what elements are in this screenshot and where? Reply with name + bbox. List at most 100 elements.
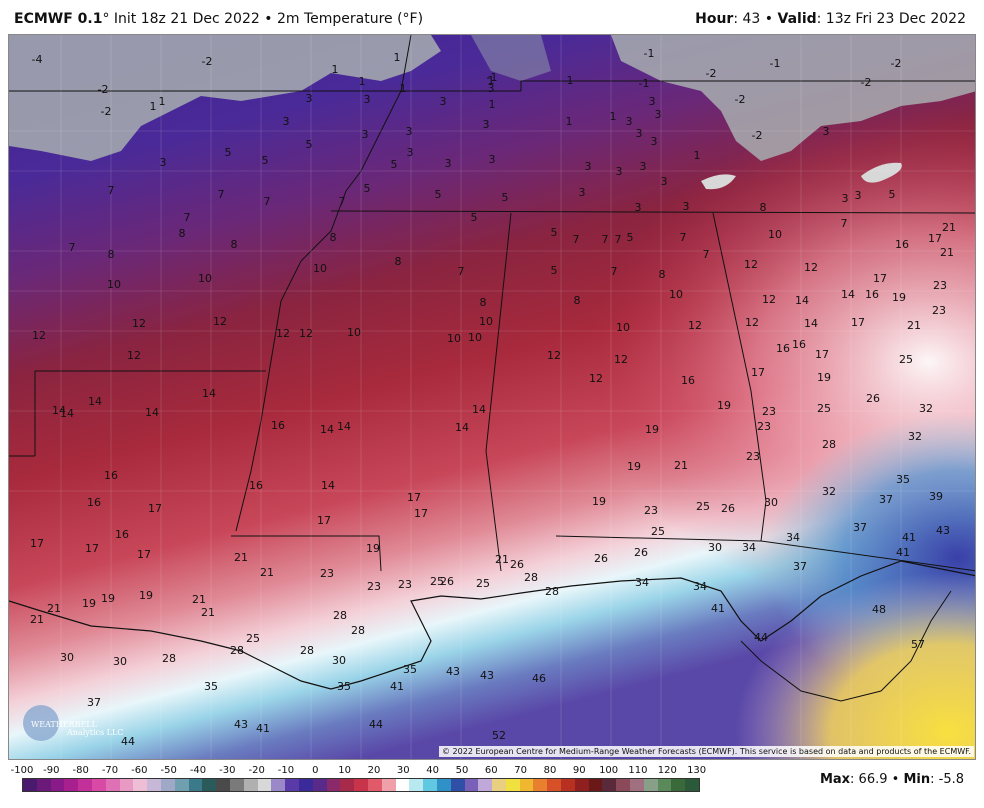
- colorbar-swatch: [78, 779, 92, 791]
- temperature-label: 25: [246, 632, 260, 645]
- lake-shape: [701, 174, 736, 190]
- temperature-label: 7: [841, 217, 848, 230]
- temperature-label: 34: [786, 531, 800, 544]
- temperature-label: 19: [717, 399, 731, 412]
- temperature-label: 1: [159, 95, 166, 108]
- init-time: Init 18z 21 Dec 2022: [109, 11, 260, 27]
- colorbar-swatch: [630, 779, 644, 791]
- temperature-label: 25: [476, 577, 490, 590]
- colorbar-swatch: [685, 779, 700, 791]
- temperature-label: 3: [440, 95, 447, 108]
- temperature-label: 30: [332, 654, 346, 667]
- model-name: ECMWF 0.1: [14, 11, 103, 27]
- temperature-label: 7: [184, 211, 191, 224]
- temperature-label: 41: [902, 531, 916, 544]
- temperature-label: 23: [398, 578, 412, 591]
- temperature-label: 46: [532, 672, 546, 685]
- max-value: : 66.9: [850, 772, 888, 787]
- colorbar-tick-label: 80: [543, 765, 557, 776]
- temperature-label: 1: [567, 74, 574, 87]
- temperature-label: 12: [804, 261, 818, 274]
- temperature-label: 14: [321, 479, 335, 492]
- colorbar-tick-label: -10: [277, 765, 295, 776]
- temperature-label: 3: [364, 93, 371, 106]
- temperature-label: 39: [929, 490, 943, 503]
- temperature-label: 7: [458, 265, 465, 278]
- temperature-label: 3: [406, 125, 413, 138]
- temperature-label: 16: [776, 342, 790, 355]
- colorbar-tick-label: 20: [367, 765, 381, 776]
- temperature-label: 16: [895, 238, 909, 251]
- temperature-label: 17: [815, 348, 829, 361]
- temperature-label: 17: [873, 272, 887, 285]
- colorbar-swatch: [119, 779, 134, 791]
- colorbar-swatch: [50, 779, 65, 791]
- colorbar-swatch: [588, 779, 603, 791]
- temperature-label: 14: [202, 387, 216, 400]
- temperature-label: 8: [760, 201, 767, 214]
- temperature-label: 14: [795, 294, 809, 307]
- colorbar-swatch: [326, 779, 341, 791]
- temperature-label: 26: [866, 392, 880, 405]
- temperature-label: 43: [446, 665, 460, 678]
- temperature-label: 14: [804, 317, 818, 330]
- header: ECMWF 0.1° Init 18z 21 Dec 2022 • 2m Tem…: [0, 0, 984, 34]
- temperature-label: 3: [640, 160, 647, 173]
- temperature-label: 19: [592, 495, 606, 508]
- temperature-label: 3: [585, 160, 592, 173]
- temperature-label: 12: [744, 258, 758, 271]
- colorbar-swatch: [105, 779, 120, 791]
- temperature-label: 17: [137, 548, 151, 561]
- temperature-label: 1: [150, 100, 157, 113]
- colorbar-tick-label: 60: [484, 765, 498, 776]
- state-boundaries: [9, 35, 975, 572]
- temperature-label: 8: [395, 255, 402, 268]
- temperature-label: 21: [47, 602, 61, 615]
- temperature-label: 7: [703, 248, 710, 261]
- temperature-label: 16: [681, 374, 695, 387]
- lake-erie: [861, 162, 902, 183]
- temperature-label: 19: [101, 592, 115, 605]
- logo-globe-icon: [23, 705, 59, 741]
- temperature-label: 19: [139, 589, 153, 602]
- temperature-label: 3: [407, 146, 414, 159]
- temperature-map: -4 -2 -2 -2 1 1 1 1 -1 1 1 -1 -1 -1 -2 -2 -2 -2 -2 3 1 1 3 3 3 3 1…: [8, 34, 976, 760]
- temperature-label: 21: [940, 246, 954, 259]
- colorbar-tick-label: -90: [43, 765, 60, 776]
- temperature-label: 21: [260, 566, 274, 579]
- gulf-coastline: [9, 560, 975, 690]
- colorbar-tick-label: 100: [599, 765, 619, 776]
- colorbar-swatch: [243, 779, 258, 791]
- temperature-label: 5: [225, 146, 232, 159]
- colorbar-tick-label: -80: [72, 765, 89, 776]
- temperature-label: 8: [231, 238, 238, 251]
- temperature-label: 5: [889, 188, 896, 201]
- temperature-label: 37: [853, 521, 867, 534]
- temperature-label: 14: [455, 421, 469, 434]
- colorbar-tick-label: 30: [396, 765, 410, 776]
- colorbar-swatch: [409, 779, 424, 791]
- colorbar-swatch: [381, 779, 396, 791]
- temperature-label: 25: [696, 500, 710, 513]
- temperature-label: -2: [752, 129, 763, 142]
- temperature-label: 5: [551, 226, 558, 239]
- temperature-label: 1: [489, 98, 496, 111]
- temperature-label: -1: [487, 71, 498, 84]
- temperature-label: 30: [764, 496, 778, 509]
- temperature-label: 19: [817, 371, 831, 384]
- temperature-label: 12: [547, 349, 561, 362]
- temperature-label: 16: [87, 496, 101, 509]
- colorbar-swatch: [561, 779, 575, 791]
- temperature-label: 3: [842, 192, 849, 205]
- temperature-label: 10: [468, 331, 482, 344]
- temperature-label: 28: [230, 644, 244, 657]
- temperature-label: 3: [661, 175, 668, 188]
- temperature-label: 10: [669, 288, 683, 301]
- colorbar-tick-label: -20: [248, 765, 265, 776]
- temperature-label: 12: [614, 353, 628, 366]
- temperature-label: 16: [792, 338, 806, 351]
- temperature-label: 12: [32, 329, 46, 342]
- colorbar-swatch: [188, 779, 203, 791]
- colorbar-swatch: [36, 779, 51, 791]
